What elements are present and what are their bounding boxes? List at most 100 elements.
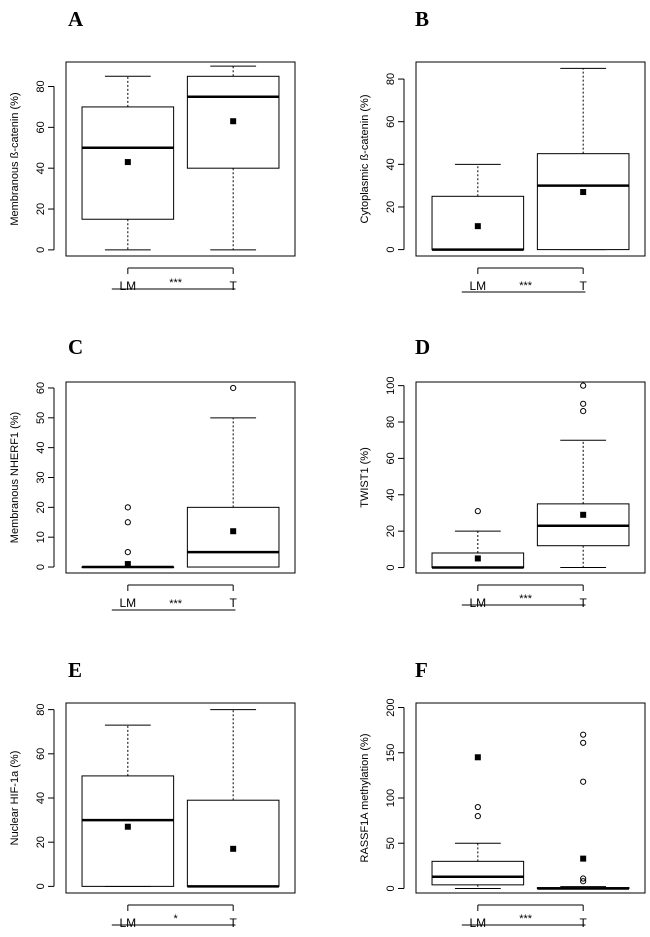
panel-letter: B bbox=[415, 7, 429, 31]
panel-letter: C bbox=[68, 335, 83, 359]
y-axis-label: Nuclear HIF-1a (%) bbox=[9, 751, 21, 846]
box-lm: LM bbox=[431, 754, 525, 930]
box-lm: LM bbox=[81, 75, 175, 293]
outlier-point bbox=[580, 400, 587, 407]
y-tick-label: 40 bbox=[35, 442, 47, 454]
y-tick-label: 60 bbox=[35, 748, 47, 760]
outlier-point bbox=[580, 408, 587, 415]
outlier-point bbox=[580, 878, 587, 885]
y-tick-label: 20 bbox=[35, 501, 47, 513]
box-t: T bbox=[186, 384, 280, 610]
y-tick-label: 0 bbox=[35, 564, 47, 570]
y-tick-label: 80 bbox=[385, 73, 397, 85]
y-tick-label: 60 bbox=[35, 382, 47, 394]
significance-label: *** bbox=[169, 598, 183, 610]
panel-letter: A bbox=[68, 7, 84, 31]
box-lm: LM bbox=[431, 508, 525, 610]
category-label: T bbox=[229, 279, 237, 293]
mean-marker bbox=[474, 555, 481, 562]
y-tick-label: 80 bbox=[35, 80, 47, 92]
mean-marker bbox=[580, 511, 587, 518]
panel-e: E 0 20 40 60 80 Nuclear HIF-1a (%) LM T * bbox=[9, 658, 296, 930]
box-iqr bbox=[431, 195, 525, 251]
panel-d: D 0 20 40 60 80 100 TWIST1 (%) LM T *** bbox=[359, 335, 646, 610]
y-tick-label: 60 bbox=[385, 452, 397, 464]
category-label: LM bbox=[119, 916, 136, 930]
panel-a: A 0 20 40 60 80 Membranous ß-catenin (%) LM T *** bbox=[9, 7, 296, 293]
mean-marker bbox=[124, 561, 131, 568]
significance-label: * bbox=[173, 913, 178, 925]
box-lm: LM bbox=[81, 504, 175, 610]
plot-frame bbox=[65, 61, 296, 257]
y-tick-label: 80 bbox=[385, 416, 397, 428]
box-t: T bbox=[186, 709, 280, 930]
mean-marker bbox=[474, 754, 481, 761]
outlier-point bbox=[124, 519, 131, 526]
significance-label: *** bbox=[519, 593, 533, 605]
mean-marker bbox=[580, 189, 587, 196]
y-axis-label: TWIST1 (%) bbox=[359, 447, 371, 508]
y-tick-label: 50 bbox=[35, 412, 47, 424]
category-label: LM bbox=[119, 279, 136, 293]
significance-label: *** bbox=[519, 280, 533, 292]
outlier-point bbox=[580, 382, 587, 389]
outlier-point bbox=[580, 739, 587, 746]
y-tick-label: 40 bbox=[35, 162, 47, 174]
y-tick-label: 40 bbox=[35, 792, 47, 804]
plot-frame bbox=[65, 702, 296, 894]
panel-c: C 0 10 20 30 40 50 60 Membranous NHERF1 (%) LM T **… bbox=[9, 335, 296, 611]
box-lm: LM bbox=[431, 163, 525, 293]
y-axis-label: Cytoplasmic ß-catenin (%) bbox=[359, 95, 371, 224]
y-tick-label: 20 bbox=[35, 203, 47, 215]
box-iqr bbox=[81, 775, 175, 887]
panel-b: B 0 20 40 60 80 Cytoplasmic ß-catenin (%) LM T **… bbox=[359, 7, 646, 293]
mean-marker bbox=[474, 223, 481, 230]
y-tick-label: 0 bbox=[385, 885, 397, 891]
y-tick-label: 20 bbox=[385, 525, 397, 537]
panel-f: F 0 50 100 150 200 RASSF1A methylation (%) LM T *… bbox=[359, 658, 646, 930]
y-tick-label: 80 bbox=[35, 704, 47, 716]
y-tick-label: 40 bbox=[385, 489, 397, 501]
significance-label: *** bbox=[169, 277, 183, 289]
plot-frame bbox=[415, 61, 646, 257]
outlier-point bbox=[474, 803, 481, 811]
y-tick-label: 10 bbox=[35, 531, 47, 543]
box-iqr bbox=[536, 153, 630, 251]
box-iqr bbox=[186, 506, 280, 568]
category-label: T bbox=[229, 596, 237, 610]
y-tick-label: 40 bbox=[385, 158, 397, 170]
y-axis-label: RASSF1A methylation (%) bbox=[359, 734, 371, 863]
plot-frame bbox=[65, 381, 296, 574]
y-tick-label: 60 bbox=[385, 116, 397, 128]
category-label: LM bbox=[469, 916, 486, 930]
mean-marker bbox=[124, 159, 131, 166]
category-label: T bbox=[579, 916, 587, 930]
y-axis-label: Membranous NHERF1 (%) bbox=[9, 412, 21, 543]
mean-marker bbox=[124, 823, 131, 830]
y-tick-label: 20 bbox=[385, 201, 397, 213]
plot-frame bbox=[415, 702, 646, 894]
box-t: T bbox=[536, 382, 630, 610]
y-tick-label: 60 bbox=[35, 121, 47, 133]
y-tick-label: 200 bbox=[385, 698, 397, 716]
panel-letter: E bbox=[68, 658, 82, 682]
mean-marker bbox=[580, 855, 587, 862]
mean-marker bbox=[230, 528, 237, 535]
mean-marker bbox=[230, 845, 237, 852]
outlier-point bbox=[230, 384, 237, 392]
outlier-point bbox=[474, 508, 481, 515]
y-tick-label: 50 bbox=[385, 837, 397, 849]
box-lm: LM bbox=[81, 724, 175, 930]
outlier-point bbox=[124, 549, 131, 556]
y-tick-label: 30 bbox=[35, 471, 47, 483]
outlier-point bbox=[124, 504, 131, 511]
box-iqr bbox=[431, 860, 525, 886]
y-axis-label: Membranous ß-catenin (%) bbox=[9, 92, 21, 225]
y-tick-label: 0 bbox=[385, 564, 397, 570]
box-iqr bbox=[186, 799, 280, 887]
category-label: LM bbox=[119, 596, 136, 610]
category-label: LM bbox=[469, 596, 486, 610]
y-tick-label: 0 bbox=[35, 247, 47, 253]
outlier-point bbox=[580, 778, 587, 785]
